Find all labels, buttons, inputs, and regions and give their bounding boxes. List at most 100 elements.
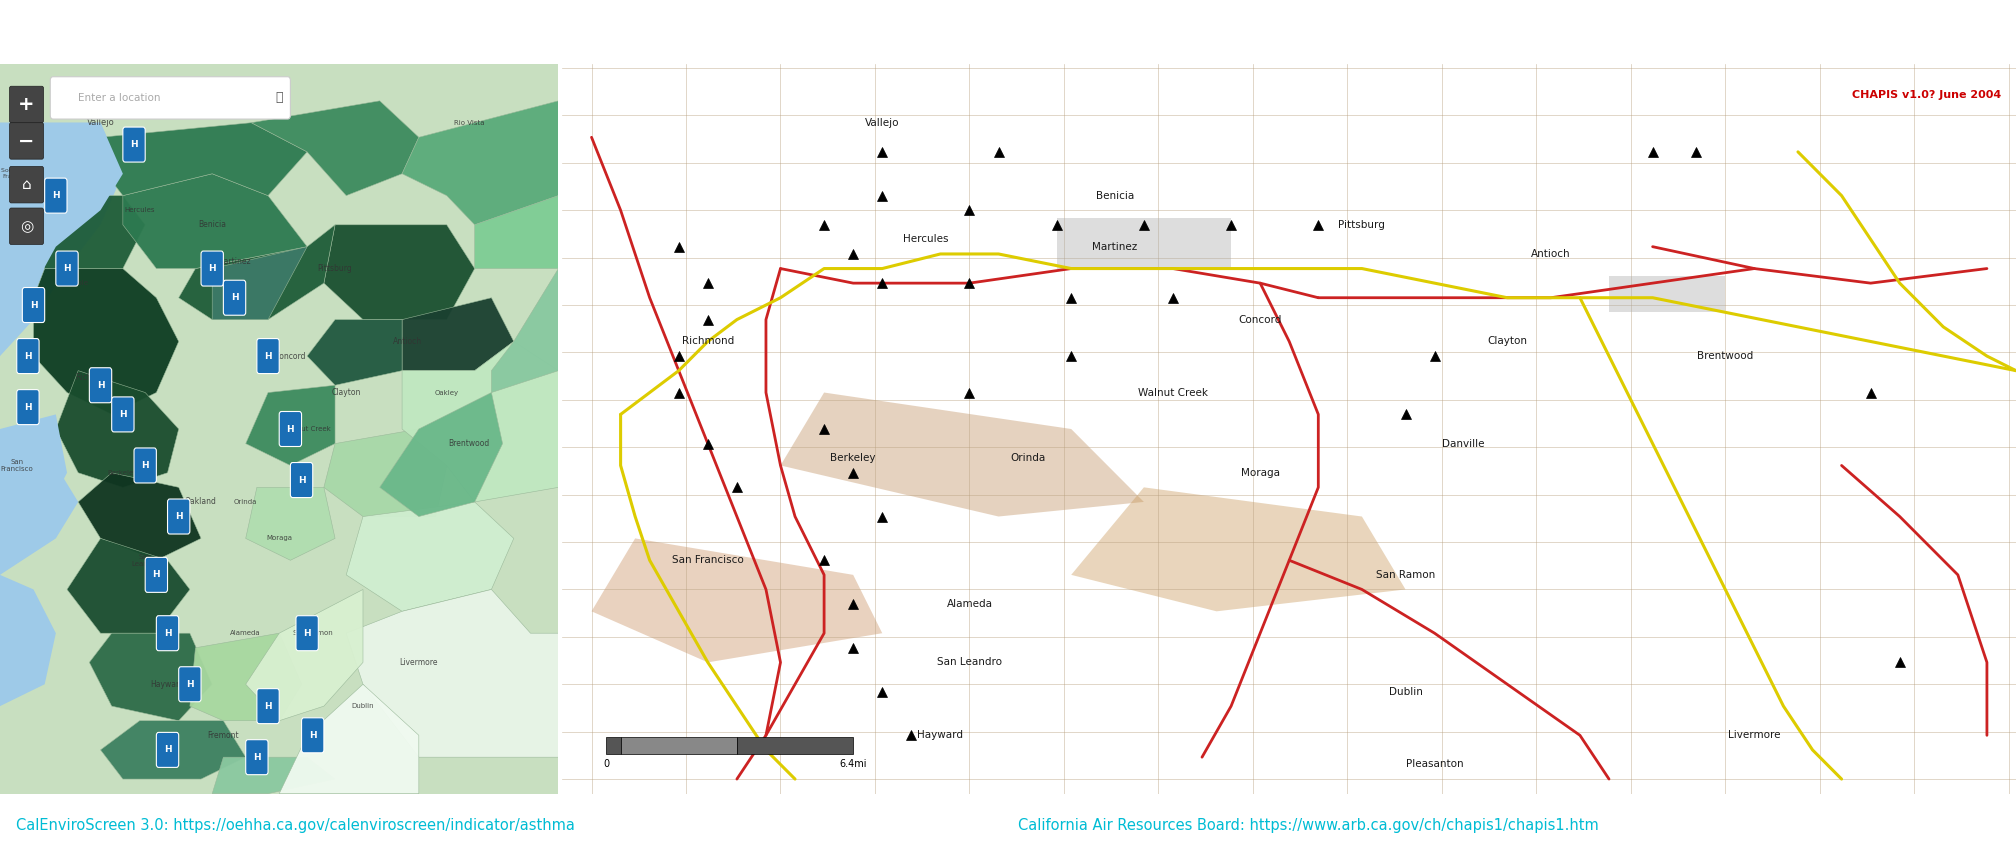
Text: Vallejo: Vallejo: [865, 118, 899, 128]
FancyBboxPatch shape: [256, 339, 278, 373]
Polygon shape: [56, 371, 179, 487]
Text: −: −: [18, 131, 34, 150]
Text: Asthma Hospitalization (darker green = higher rates): Asthma Hospitalization (darker green = h…: [16, 23, 730, 47]
Bar: [621, 738, 738, 753]
Polygon shape: [0, 575, 56, 706]
Text: H: H: [208, 264, 216, 273]
Text: H: H: [264, 702, 272, 710]
Text: Antioch: Antioch: [1530, 249, 1570, 259]
Text: Concord: Concord: [274, 352, 306, 360]
Text: San
Leandro: San Leandro: [131, 553, 159, 567]
FancyBboxPatch shape: [256, 689, 278, 723]
FancyBboxPatch shape: [224, 281, 246, 315]
Text: ⌂: ⌂: [22, 178, 32, 192]
Text: Particulate Matter (triangles) & Highways (red lines): Particulate Matter (triangles) & Highway…: [607, 23, 1308, 47]
Text: H: H: [24, 402, 32, 412]
Text: Hayward: Hayward: [151, 680, 185, 689]
FancyBboxPatch shape: [123, 127, 145, 162]
Polygon shape: [347, 502, 514, 611]
Text: Dublin: Dublin: [351, 704, 375, 709]
Polygon shape: [79, 473, 202, 560]
Polygon shape: [0, 64, 558, 794]
Text: San Ramon: San Ramon: [1375, 570, 1435, 580]
Text: Orinda: Orinda: [1010, 453, 1044, 463]
Polygon shape: [246, 589, 363, 721]
Text: San Francisco: San Francisco: [671, 555, 744, 565]
Polygon shape: [278, 685, 419, 794]
FancyBboxPatch shape: [44, 178, 67, 213]
Polygon shape: [212, 247, 306, 319]
Text: Livermore: Livermore: [399, 658, 437, 667]
Bar: [1056, 217, 1232, 269]
FancyBboxPatch shape: [157, 733, 179, 767]
Text: Clayton: Clayton: [1488, 336, 1528, 347]
Text: Fremont: Fremont: [208, 731, 240, 740]
Polygon shape: [123, 173, 306, 269]
FancyBboxPatch shape: [145, 558, 167, 592]
Text: H: H: [230, 293, 238, 302]
Text: Vallejo: Vallejo: [87, 118, 115, 127]
FancyBboxPatch shape: [246, 740, 268, 775]
Text: Berkeley: Berkeley: [831, 453, 875, 463]
Text: Pittsburg: Pittsburg: [319, 264, 353, 273]
FancyBboxPatch shape: [16, 390, 38, 425]
Text: Richmond: Richmond: [77, 373, 115, 383]
Text: Orinda: Orinda: [234, 499, 258, 505]
Text: Rio Vista: Rio Vista: [454, 120, 484, 125]
Text: H: H: [52, 191, 60, 200]
Polygon shape: [67, 539, 190, 633]
Text: Pittsburg: Pittsburg: [1339, 220, 1385, 230]
Text: Benicia: Benicia: [1095, 190, 1133, 201]
Text: H: H: [286, 425, 294, 433]
Text: H: H: [97, 381, 105, 390]
Polygon shape: [246, 487, 335, 560]
FancyBboxPatch shape: [56, 251, 79, 286]
Text: Martinez: Martinez: [218, 257, 252, 266]
Text: California Air Resources Board: https://www.arb.ca.gov/ch/chapis1/chapis1.htm: California Air Resources Board: https://…: [1018, 819, 1599, 833]
Polygon shape: [401, 298, 514, 371]
Text: South San
Francisco: South San Francisco: [0, 168, 32, 179]
Text: H: H: [185, 680, 194, 689]
Text: H: H: [30, 300, 38, 310]
Bar: [607, 738, 621, 753]
Polygon shape: [325, 225, 474, 319]
Text: Berkeley: Berkeley: [107, 470, 137, 475]
Text: Walnut Creek: Walnut Creek: [1137, 388, 1208, 397]
Text: Walnut Creek: Walnut Creek: [284, 426, 331, 432]
Text: Concord: Concord: [1238, 315, 1282, 324]
Text: Oakland: Oakland: [185, 498, 218, 506]
Text: Hercules: Hercules: [903, 234, 950, 245]
Text: H: H: [153, 571, 159, 579]
FancyBboxPatch shape: [89, 368, 111, 402]
Polygon shape: [34, 196, 145, 269]
Text: +: +: [18, 95, 34, 114]
Polygon shape: [34, 269, 179, 414]
Polygon shape: [0, 123, 123, 319]
Polygon shape: [212, 758, 335, 794]
Text: Pinole: Pinole: [69, 281, 89, 286]
FancyBboxPatch shape: [296, 616, 319, 650]
Polygon shape: [246, 385, 335, 465]
Text: ◎: ◎: [20, 219, 32, 233]
FancyBboxPatch shape: [133, 448, 157, 483]
Polygon shape: [1070, 487, 1405, 611]
Polygon shape: [89, 633, 212, 721]
Text: H: H: [302, 629, 310, 637]
Text: H: H: [264, 352, 272, 360]
Text: Martinez: Martinez: [1093, 242, 1137, 251]
Text: Richmond: Richmond: [681, 336, 734, 347]
Text: Hayward: Hayward: [917, 730, 964, 740]
Polygon shape: [306, 319, 401, 385]
Polygon shape: [101, 721, 246, 779]
Text: Benicia: Benicia: [198, 221, 226, 229]
Text: H: H: [131, 140, 137, 149]
Polygon shape: [0, 123, 123, 356]
Text: H: H: [163, 746, 171, 754]
Polygon shape: [591, 539, 883, 662]
Polygon shape: [492, 269, 558, 393]
Text: H: H: [308, 731, 317, 740]
Text: Danville: Danville: [1441, 438, 1486, 449]
Polygon shape: [474, 196, 558, 269]
Text: 0: 0: [603, 758, 609, 769]
Text: Brentwood: Brentwood: [448, 439, 490, 448]
